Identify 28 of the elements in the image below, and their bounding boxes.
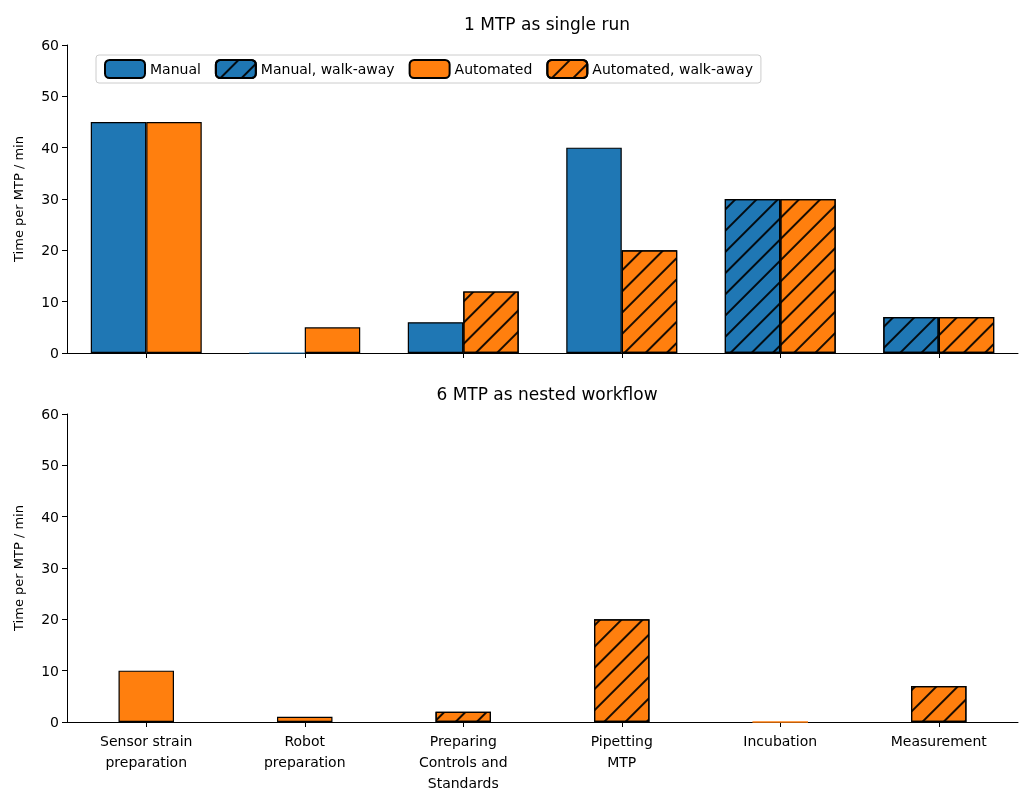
legend-label: Manual, walk-away bbox=[260, 61, 395, 77]
chart-title: 6 MTP as nested workflow bbox=[436, 383, 658, 404]
y-tick-label: 50 bbox=[41, 88, 59, 105]
y-tick-label: 0 bbox=[50, 345, 59, 361]
y-axis-title: Time per MTP / min bbox=[11, 136, 26, 263]
x-tick-label: Incubation bbox=[743, 732, 818, 749]
y-axis-title: Time per MTP / min bbox=[11, 505, 26, 632]
y-tick-label: 20 bbox=[41, 242, 59, 259]
legend-label: Automated, walk-away bbox=[592, 61, 753, 77]
x-tick-label: Preparing Controls and Standards bbox=[418, 732, 508, 791]
y-tick-label: 10 bbox=[41, 662, 59, 679]
y-tick-label: 60 bbox=[41, 406, 59, 422]
y-tick-label: 60 bbox=[41, 37, 59, 53]
y-tick-label: 0 bbox=[50, 714, 59, 730]
x-tick-label: Measurement bbox=[890, 732, 988, 749]
y-tick-label: 40 bbox=[41, 508, 59, 525]
y-tick-label: 40 bbox=[41, 139, 59, 156]
y-tick-label: 30 bbox=[41, 191, 59, 207]
y-tick-label: 10 bbox=[41, 293, 59, 310]
y-tick-label: 50 bbox=[41, 457, 59, 474]
x-tick-label: Sensor strain preparation bbox=[100, 732, 193, 770]
x-tick-label: Robot preparation bbox=[263, 732, 346, 770]
legend-label: Automated bbox=[454, 61, 533, 77]
y-tick-label: 30 bbox=[41, 560, 59, 576]
x-tick-label: Pipetting MTP bbox=[590, 732, 653, 770]
chart-title: 1 MTP as single run bbox=[464, 13, 630, 34]
legend-label: Manual bbox=[150, 61, 201, 77]
y-tick-label: 20 bbox=[41, 611, 59, 628]
